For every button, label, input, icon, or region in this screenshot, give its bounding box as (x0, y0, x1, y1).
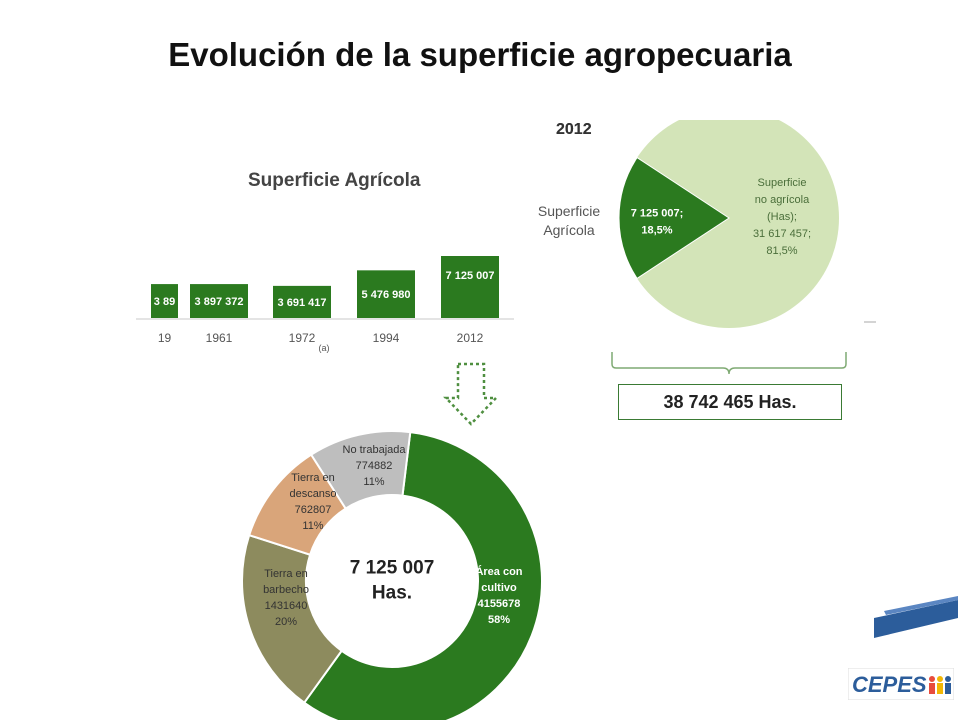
pie-slice-label: Superficie (758, 177, 807, 189)
bar-category-label: 2012 (457, 331, 484, 345)
donut-slice-label: 11% (302, 520, 323, 532)
donut-slice-label: 20% (275, 616, 297, 628)
bar-data-label: 7 125 007 (446, 270, 495, 282)
donut-slice-label: 4155678 (478, 598, 521, 610)
pie-crop-mask (600, 96, 860, 120)
donut-slice-label: descanso (289, 488, 336, 500)
bar (273, 285, 331, 318)
bar-category-label: 1972 (289, 331, 316, 345)
bar-data-label: 3 691 417 (278, 297, 327, 309)
donut-slice-label: Área con (475, 565, 522, 578)
donut-slice-label: 1431640 (265, 600, 308, 612)
pie-title: 2012 (556, 121, 592, 138)
pie-slice-label: 31 617 457; (753, 228, 811, 240)
bar-category-label: 19 (158, 331, 172, 345)
donut-slice-label: cultivo (481, 582, 517, 594)
donut-slice (302, 431, 543, 720)
donut-slice-label: 58% (488, 614, 510, 626)
brand-swoosh (874, 596, 958, 638)
bar-data-label: 5 476 980 (362, 289, 411, 301)
bar-data-label: 3 897 372 (195, 296, 244, 308)
pie-outside-label: Agrícola (543, 222, 595, 238)
arrow-outline (443, 362, 499, 426)
bar-category-label: 1994 (373, 331, 400, 345)
bar (357, 270, 415, 318)
bar (190, 284, 248, 318)
donut-slice-label: Tierra en (291, 472, 335, 484)
pie-slice-label: no agrícola (755, 194, 810, 206)
donut-slice-label: 762807 (295, 504, 332, 516)
donut-slice-label: Tierra en (264, 568, 308, 580)
pie-slice-label: 81,5% (766, 245, 797, 257)
total-area-box: 38 742 465 Has. (618, 384, 842, 420)
pie-slice-label: 18,5% (641, 224, 672, 236)
donut-center-label: 7 125 007 (350, 558, 435, 579)
cepes-logo: CEPES (848, 668, 954, 700)
pie-slice (618, 156, 730, 280)
bar-category-label: 1961 (206, 331, 233, 345)
donut-slice-label: 11% (363, 476, 384, 488)
bracket-line (611, 352, 847, 375)
bar (441, 256, 499, 318)
bar-category-suffix: (a) (319, 343, 330, 353)
donut-chart: Área con cultivo 4155678 58% Tierra en barbec… (241, 430, 543, 720)
bar (151, 284, 178, 318)
donut-slice-label: No trabajada (343, 444, 407, 456)
pie-slice-label: 7 125 007; (631, 207, 684, 219)
bar-chart: 3 89 19 3 897 372 1961 3 691 417 1972(a) 5 476… (136, 256, 514, 353)
total-bracket (611, 352, 847, 375)
pie-title: 2012 (556, 121, 592, 138)
donut-slice-label: 774882 (356, 460, 393, 472)
page-title: Evolución de la superficie agropecuaria (168, 36, 792, 73)
donut-slice (241, 533, 344, 705)
donut-center-label: Has. (372, 583, 412, 604)
swoosh-stripe (874, 600, 958, 638)
swoosh-stripe (884, 596, 958, 615)
donut-slice-label: barbecho (263, 584, 309, 596)
logo-text: CEPES (852, 672, 927, 697)
donut-slice (309, 430, 412, 510)
bar-chart-title: Superficie Agrícola (248, 170, 421, 191)
pie-slice-label: (Has); (767, 211, 797, 223)
pie-outside-label: Superficie (538, 203, 600, 219)
down-arrow-icon (443, 362, 499, 426)
bar-data-label: 3 89 (154, 296, 175, 308)
